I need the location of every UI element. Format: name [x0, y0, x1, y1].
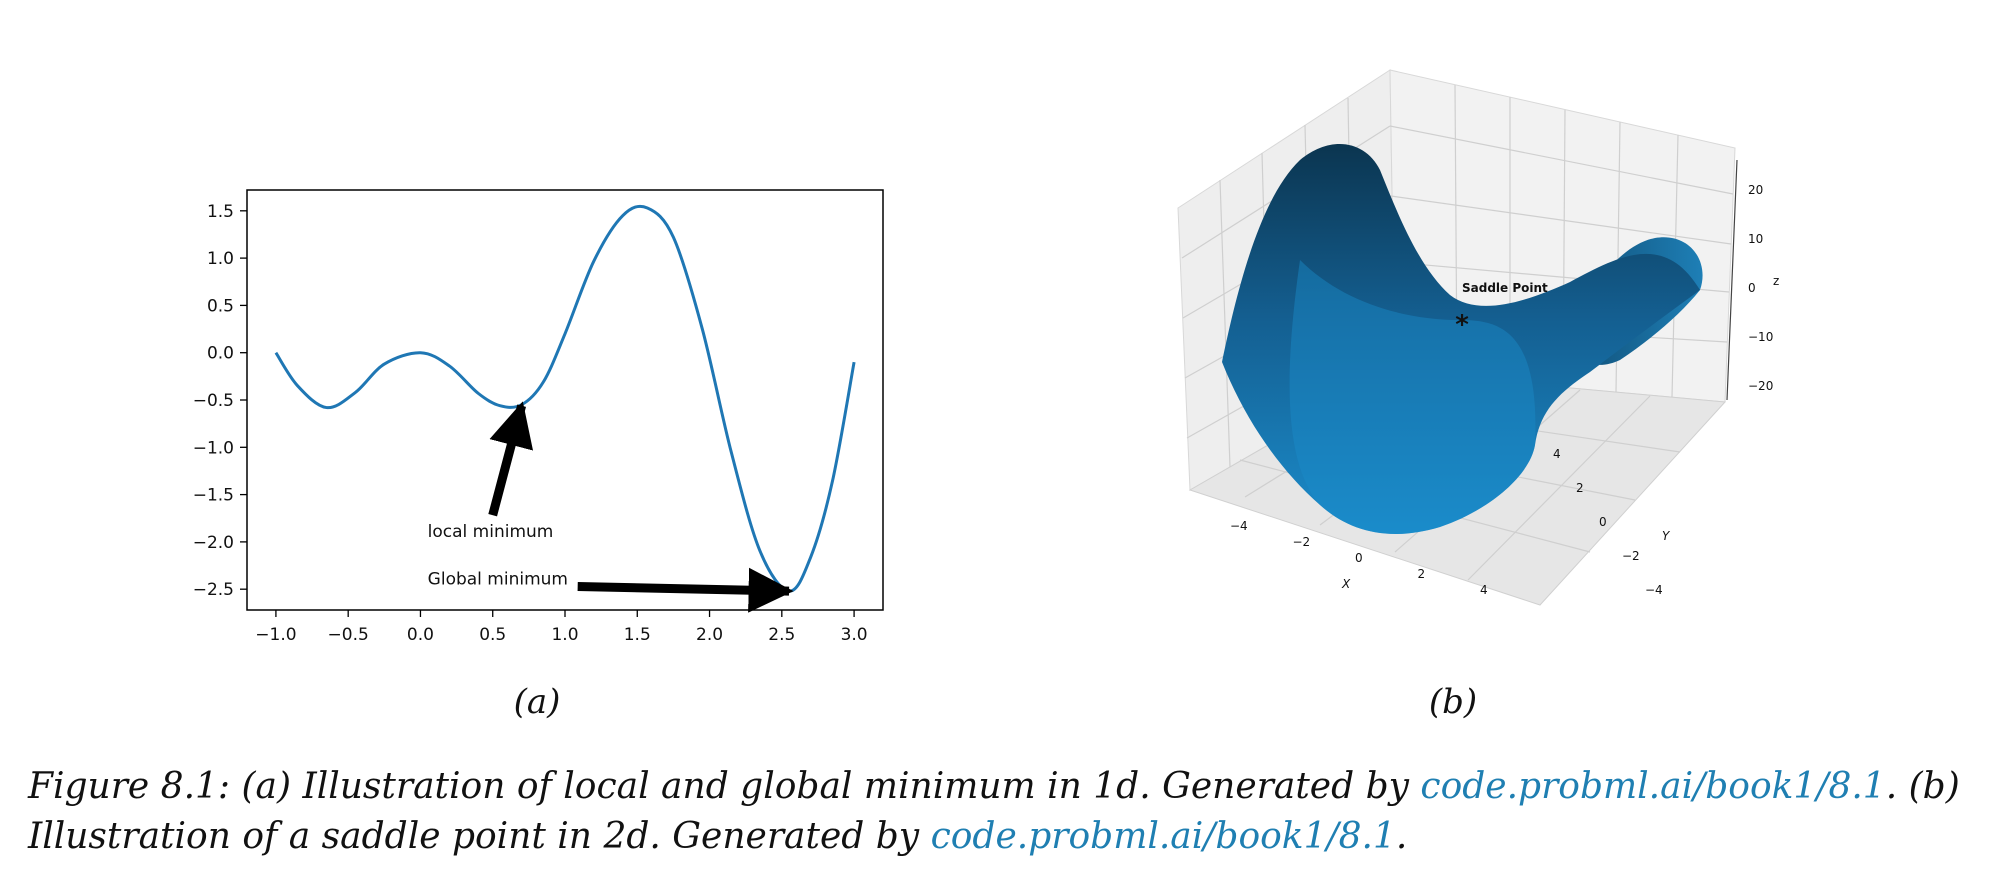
annotation-arrow — [488, 401, 534, 517]
x-tick-label: 2.5 — [768, 625, 795, 645]
x-tick-label: 3.0 — [841, 625, 868, 645]
tick-label: 0 — [1748, 281, 1756, 295]
tick-label: 0 — [1599, 515, 1607, 529]
tick-label: −10 — [1748, 330, 1773, 344]
y-axis: −4 −2 0 2 4 — [1553, 447, 1663, 597]
x-tick-label: 2.0 — [696, 625, 723, 645]
x-tick-label: 0.0 — [407, 625, 434, 645]
x-axis: −4 −2 0 2 4 — [1230, 519, 1488, 597]
y-axis: 1.5 1.0 0.5 0.0 −0.5 −1.0 −1.5 −2.0 −2.5 — [193, 202, 247, 600]
caption-text-1: Figure 8.1: (a) Illustration of local an… — [28, 766, 1421, 807]
tick-label: 2 — [1418, 567, 1426, 581]
z-axis-label: z — [1773, 274, 1779, 288]
annotation-arrow — [577, 567, 794, 613]
y-axis-label: Y — [1662, 529, 1671, 543]
code-link-2[interactable]: code.probml.ai/book1/8.1 — [930, 816, 1396, 857]
tick-label: −20 — [1748, 379, 1773, 393]
annotation-label: local minimum — [428, 522, 554, 542]
y-tick-label: 1.0 — [207, 249, 234, 269]
y-tick-label: 1.5 — [207, 202, 234, 222]
tick-label: −2 — [1622, 549, 1640, 563]
z-axis: 20 10 0 −10 −20 — [1748, 183, 1773, 393]
panel-a-label: (a) — [514, 682, 561, 722]
x-axis-label: X — [1341, 577, 1351, 591]
y-tick-label: 0.0 — [207, 344, 234, 364]
tick-label: 4 — [1480, 583, 1488, 597]
y-tick-label: −2.5 — [193, 580, 234, 600]
y-tick-label: −1.0 — [193, 438, 234, 458]
figure-caption: Figure 8.1: (a) Illustration of local an… — [28, 762, 1978, 862]
tick-label: −4 — [1230, 519, 1248, 533]
plot-frame — [246, 189, 884, 611]
code-link-1[interactable]: code.probml.ai/book1/8.1 — [1420, 766, 1886, 807]
tick-label: −4 — [1645, 583, 1663, 597]
tick-label: 0 — [1355, 551, 1363, 565]
tick-label: −2 — [1293, 535, 1311, 549]
panel-b-label: (b) — [1429, 682, 1477, 722]
caption-text-3: . — [1395, 816, 1408, 857]
annotations: local minimum Global minimum — [428, 401, 794, 613]
x-tick-label: −1.0 — [255, 625, 296, 645]
z-axis-line — [1726, 159, 1738, 401]
saddle-surface-highlight — [1289, 260, 1536, 534]
tick-label: 10 — [1748, 232, 1763, 246]
x-tick-label: 1.0 — [551, 625, 578, 645]
x-axis: −1.0 −0.5 0.0 0.5 1.0 1.5 2.0 2.5 3.0 — [255, 610, 868, 645]
y-tick-label: −2.0 — [193, 533, 234, 553]
x-tick-label: 1.5 — [624, 625, 651, 645]
saddle-point-label: Saddle Point — [1462, 281, 1548, 295]
annotation-label: Global minimum — [428, 569, 568, 589]
y-tick-label: 0.5 — [207, 296, 234, 316]
y-tick-label: −1.5 — [193, 486, 234, 506]
tick-label: 20 — [1748, 183, 1763, 197]
saddle-point-marker: * — [1455, 310, 1469, 340]
saddle-surface — [1222, 143, 1700, 534]
y-tick-label: −0.5 — [193, 391, 234, 411]
chart-local-global-minimum: −1.0 −0.5 0.0 0.5 1.0 1.5 2.0 2.5 3.0 1.5 1.0 0.5 0… — [193, 189, 884, 645]
x-tick-label: −0.5 — [328, 625, 369, 645]
tick-label: 2 — [1576, 481, 1584, 495]
caption-text-2: . (b) Illustration of a saddle point in … — [28, 766, 1960, 857]
x-tick-label: 0.5 — [479, 625, 506, 645]
tick-label: 4 — [1553, 447, 1561, 461]
figure: −1.0 −0.5 0.0 0.5 1.0 1.5 2.0 2.5 3.0 1.5 1.0 0.5 0… — [193, 69, 1779, 722]
